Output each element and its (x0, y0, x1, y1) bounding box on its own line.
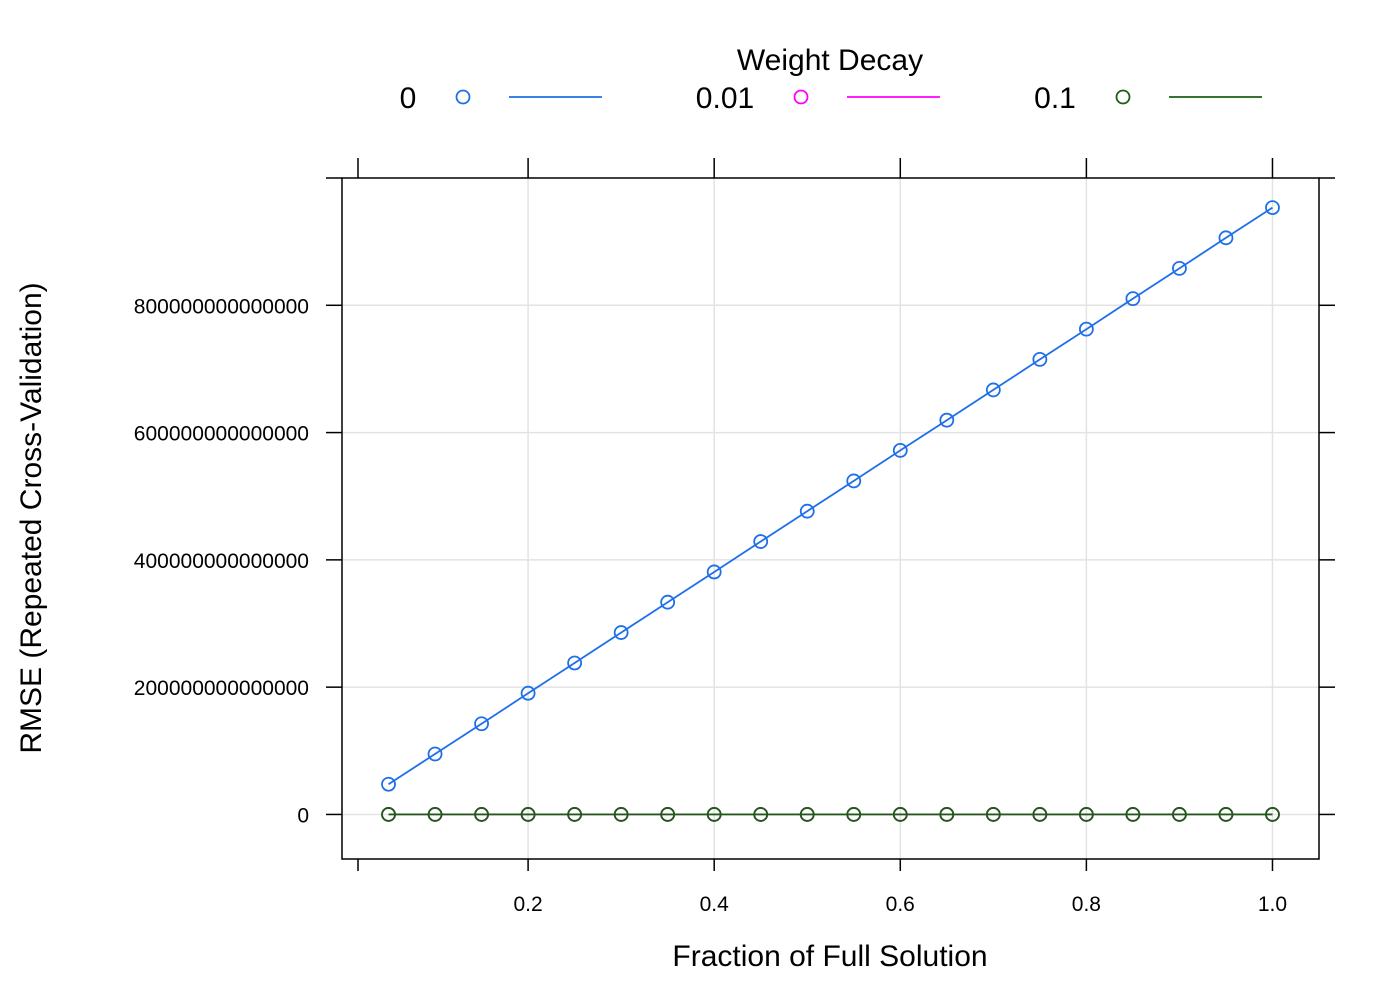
data-point (520, 685, 536, 701)
data-point (706, 807, 722, 822)
x-tick-label: 0.2 (513, 893, 542, 916)
data-point (892, 807, 908, 822)
data-point (520, 807, 536, 822)
data-point (706, 564, 722, 580)
legend-item-0: 0 (400, 82, 602, 115)
legend-marker (1115, 89, 1131, 105)
y-tick-label: 0 (297, 804, 309, 827)
data-point (1125, 807, 1141, 822)
y-tick-label: 200000000000000 (134, 677, 309, 700)
data-point (846, 807, 862, 822)
data-point (985, 382, 1001, 398)
series-layer (381, 200, 1280, 822)
data-point (892, 442, 908, 458)
data-point (846, 473, 862, 489)
series-0 (381, 200, 1280, 792)
data-point (660, 807, 676, 822)
data-point (1218, 807, 1234, 822)
data-point (939, 807, 955, 822)
data-point (427, 746, 443, 762)
data-point (1032, 807, 1048, 822)
data-point (753, 807, 769, 822)
legend-item-0.1: 0.1 (1034, 82, 1262, 115)
data-point (939, 412, 955, 428)
data-point (1172, 807, 1187, 822)
data-point (1078, 321, 1094, 337)
data-point (1078, 807, 1094, 822)
data-point (381, 776, 396, 792)
data-point (613, 807, 629, 822)
y-axis-title: RMSE (Repeated Cross-Validation) (15, 282, 48, 753)
x-tick-label: 0.6 (886, 893, 915, 916)
series-line (388, 206, 1273, 785)
data-point (474, 807, 489, 822)
grid-lines (342, 178, 1319, 859)
data-point (1218, 230, 1234, 246)
data-point (474, 716, 489, 732)
legend-marker (455, 89, 471, 105)
legend-label: 0.01 (696, 82, 754, 115)
data-point (1265, 200, 1280, 215)
data-point (1265, 807, 1280, 822)
data-point (799, 503, 815, 519)
axes: 0.2 0.4 0.6 0.8 1.0 0 200000000000000 400000000… (134, 158, 1335, 916)
x-axis-title: Fraction of Full Solution (672, 940, 987, 973)
series-0.1 (381, 807, 1280, 822)
legend: Weight Decay 0 0.01 0.1 (400, 44, 1262, 115)
y-tick-label: 800000000000000 (134, 295, 309, 318)
x-tick-label: 0.8 (1072, 893, 1101, 916)
plot-frame (341, 177, 1320, 860)
legend-label: 0.1 (1034, 82, 1076, 115)
data-point (985, 807, 1001, 822)
y-tick-label: 600000000000000 (134, 423, 309, 446)
legend-title: Weight Decay (737, 44, 923, 77)
data-point (381, 807, 396, 822)
data-point (567, 807, 583, 822)
data-point (753, 534, 769, 549)
x-tick-label: 0.4 (700, 893, 730, 916)
data-point (613, 625, 629, 640)
data-point (1172, 260, 1187, 276)
legend-item-0.01: 0.01 (696, 82, 940, 115)
data-point (1032, 351, 1048, 367)
y-tick-label: 400000000000000 (134, 550, 309, 573)
legend-label: 0 (400, 82, 417, 115)
data-point (799, 807, 815, 822)
legend-marker (793, 89, 809, 105)
data-point (427, 807, 443, 822)
data-point (1125, 291, 1141, 307)
data-point (567, 655, 583, 671)
x-tick-label: 1.0 (1258, 893, 1287, 916)
data-point (660, 594, 676, 610)
